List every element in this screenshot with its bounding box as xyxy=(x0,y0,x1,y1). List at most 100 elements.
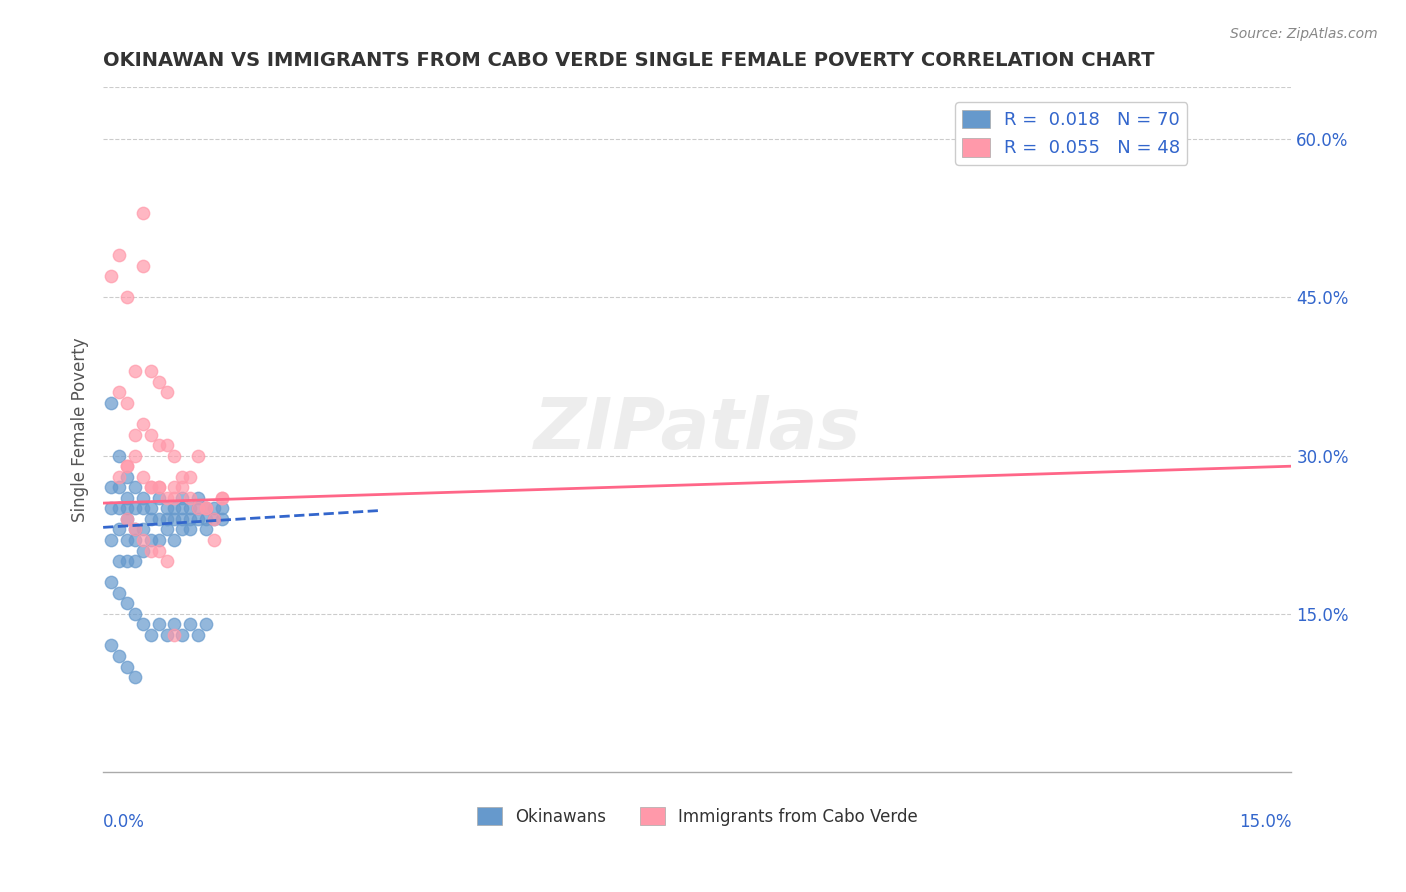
Point xyxy=(187,501,209,516)
Y-axis label: Single Female Poverty: Single Female Poverty xyxy=(72,337,89,522)
Point xyxy=(139,501,162,516)
Point xyxy=(115,459,138,474)
Point xyxy=(132,491,155,505)
Point xyxy=(195,501,218,516)
Text: ZIPatlas: ZIPatlas xyxy=(534,395,860,464)
Point xyxy=(155,438,177,452)
Point xyxy=(195,523,218,537)
Point xyxy=(139,512,162,526)
Point xyxy=(115,491,138,505)
Point xyxy=(179,512,201,526)
Point xyxy=(179,617,201,632)
Point xyxy=(148,480,170,494)
Point xyxy=(202,501,225,516)
Point xyxy=(163,491,186,505)
Point xyxy=(115,554,138,568)
Point xyxy=(124,427,146,442)
Point xyxy=(124,607,146,621)
Point xyxy=(172,501,194,516)
Text: 15.0%: 15.0% xyxy=(1239,814,1292,831)
Point xyxy=(179,469,201,483)
Point xyxy=(132,206,155,220)
Point xyxy=(132,469,155,483)
Point xyxy=(187,449,209,463)
Point xyxy=(124,670,146,684)
Point xyxy=(108,248,131,262)
Point xyxy=(148,438,170,452)
Point xyxy=(108,480,131,494)
Point xyxy=(187,501,209,516)
Point xyxy=(172,628,194,642)
Point xyxy=(187,512,209,526)
Point xyxy=(115,512,138,526)
Point xyxy=(211,501,233,516)
Point xyxy=(108,385,131,400)
Point xyxy=(172,469,194,483)
Point xyxy=(172,480,194,494)
Legend: Okinawans, Immigrants from Cabo Verde: Okinawans, Immigrants from Cabo Verde xyxy=(470,801,924,832)
Point xyxy=(139,480,162,494)
Point xyxy=(163,449,186,463)
Point xyxy=(195,512,218,526)
Point xyxy=(139,628,162,642)
Point xyxy=(132,523,155,537)
Point xyxy=(100,396,122,410)
Point xyxy=(155,523,177,537)
Point xyxy=(155,628,177,642)
Point xyxy=(211,491,233,505)
Point xyxy=(187,491,209,505)
Point xyxy=(100,575,122,590)
Point xyxy=(100,501,122,516)
Point xyxy=(139,480,162,494)
Point xyxy=(132,417,155,431)
Point xyxy=(132,533,155,547)
Point xyxy=(148,533,170,547)
Point xyxy=(108,586,131,600)
Point xyxy=(202,533,225,547)
Point xyxy=(115,533,138,547)
Point xyxy=(155,512,177,526)
Point xyxy=(108,523,131,537)
Point xyxy=(115,469,138,483)
Point xyxy=(115,659,138,673)
Point xyxy=(108,554,131,568)
Point xyxy=(100,269,122,284)
Point xyxy=(179,501,201,516)
Point xyxy=(163,501,186,516)
Point xyxy=(115,512,138,526)
Point xyxy=(108,469,131,483)
Point xyxy=(139,543,162,558)
Point xyxy=(132,543,155,558)
Point xyxy=(139,427,162,442)
Point xyxy=(124,501,146,516)
Point xyxy=(148,543,170,558)
Point xyxy=(124,554,146,568)
Point xyxy=(115,459,138,474)
Point xyxy=(115,396,138,410)
Point xyxy=(100,533,122,547)
Point xyxy=(163,480,186,494)
Text: 0.0%: 0.0% xyxy=(103,814,145,831)
Text: Source: ZipAtlas.com: Source: ZipAtlas.com xyxy=(1230,27,1378,41)
Point xyxy=(148,491,170,505)
Point xyxy=(155,385,177,400)
Point xyxy=(148,512,170,526)
Point xyxy=(202,512,225,526)
Point xyxy=(115,501,138,516)
Point xyxy=(211,491,233,505)
Point xyxy=(195,617,218,632)
Point xyxy=(132,501,155,516)
Point xyxy=(124,523,146,537)
Point xyxy=(148,375,170,389)
Point xyxy=(172,523,194,537)
Point xyxy=(124,533,146,547)
Point xyxy=(163,617,186,632)
Point xyxy=(108,449,131,463)
Point xyxy=(124,364,146,378)
Point xyxy=(195,501,218,516)
Point xyxy=(163,512,186,526)
Point xyxy=(211,512,233,526)
Point xyxy=(115,290,138,304)
Point xyxy=(155,554,177,568)
Point xyxy=(172,512,194,526)
